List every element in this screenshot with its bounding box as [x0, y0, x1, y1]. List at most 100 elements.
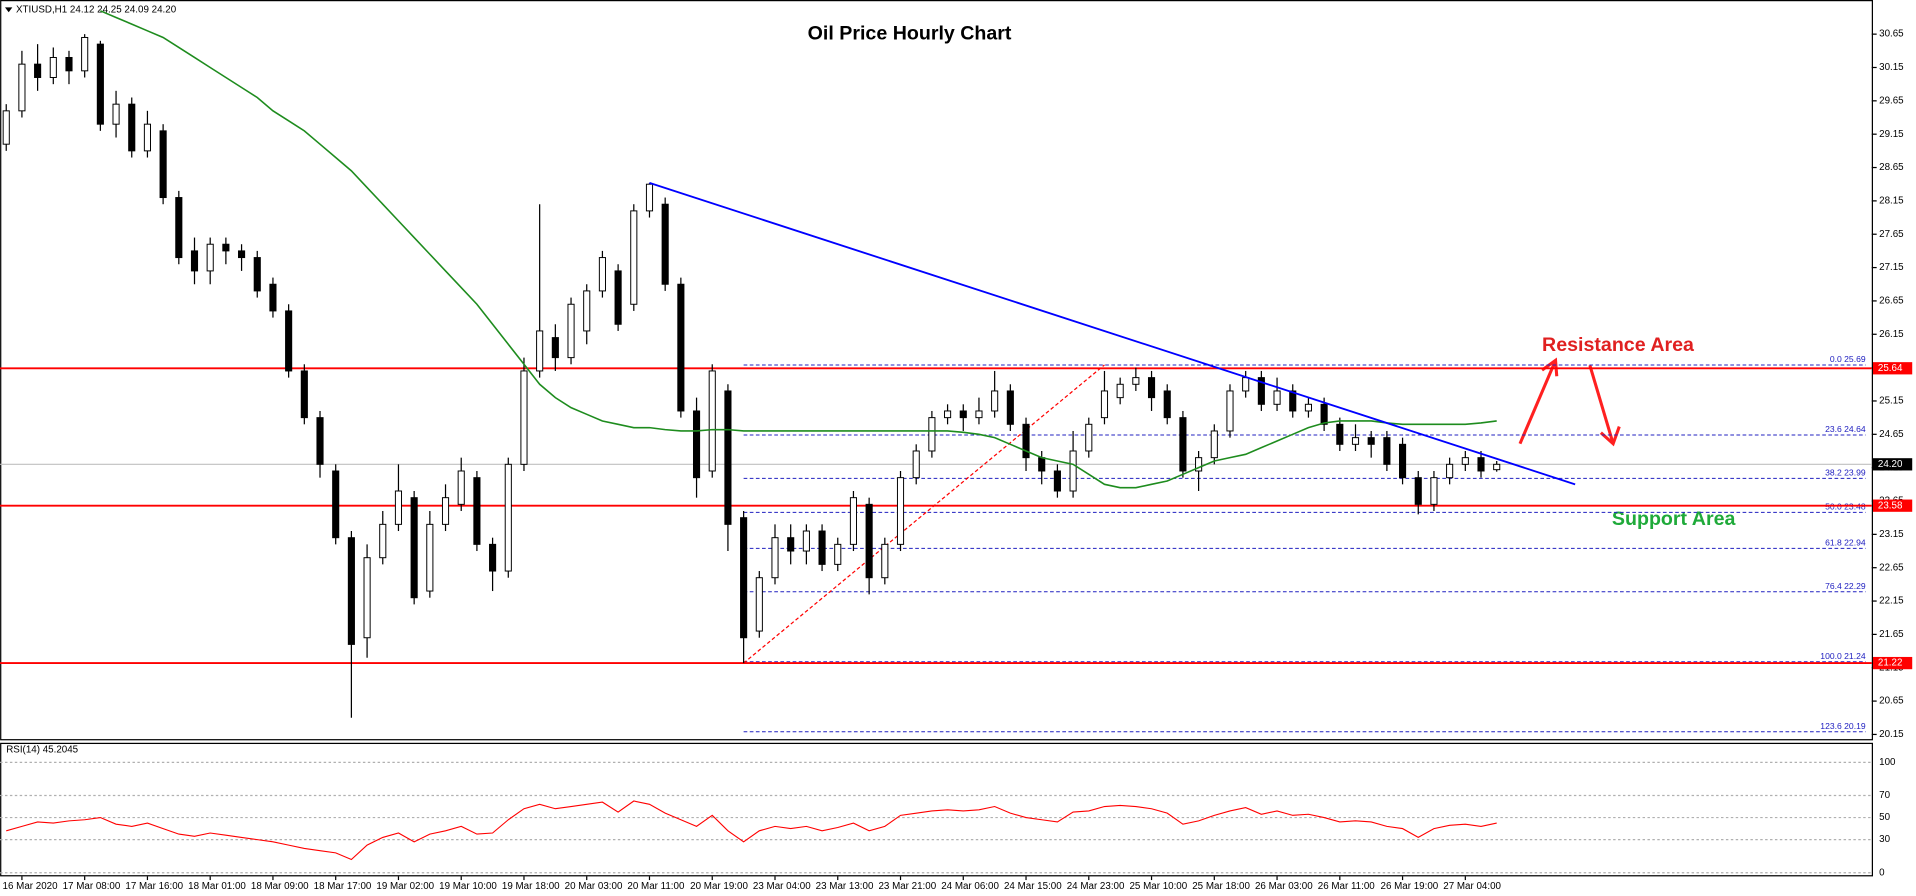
candle-body [818, 530, 826, 565]
fib-ratio: 76.4 [1825, 581, 1842, 591]
candle-body [1132, 377, 1140, 385]
x-tick-label: 27 Mar 04:00 [1443, 881, 1501, 892]
y-tick-label: 30.65 [1879, 29, 1904, 40]
fib-label: 50.0 23.48 [1825, 502, 1866, 512]
candle-body [598, 257, 606, 292]
candle-body [504, 463, 512, 572]
candle-body [896, 477, 905, 545]
candle-body [912, 450, 920, 479]
current-price-tag [1872, 458, 1913, 471]
candle-body [300, 370, 308, 419]
x-tick-label: 25 Mar 18:00 [1192, 881, 1250, 892]
candle-body [410, 497, 418, 599]
candle-body [1289, 390, 1297, 412]
candle-body [1367, 437, 1375, 445]
candle-body [944, 410, 952, 419]
candle-body [238, 250, 246, 259]
candle-body [175, 197, 183, 259]
fib-ratio: 100.0 [1820, 651, 1842, 661]
fib-ratio: 38.2 [1825, 468, 1842, 478]
y-tick-label: 26.65 [1879, 296, 1904, 307]
candle-body [630, 210, 638, 305]
y-tick-label: 23.15 [1879, 529, 1904, 540]
candle-body [473, 477, 481, 545]
candle-body [1273, 390, 1281, 405]
candle-body [787, 537, 795, 552]
fib-label: 100.0 21.24 [1820, 651, 1866, 661]
x-tick-label: 20 Mar 19:00 [690, 881, 748, 892]
x-tick-label: 19 Mar 10:00 [439, 881, 497, 892]
fib-anchor [743, 364, 1105, 664]
x-tick-label: 23 Mar 04:00 [753, 881, 811, 892]
candle-body [1038, 457, 1046, 472]
level-tag-label: 23.58 [1878, 500, 1903, 511]
x-tick-label: 25 Mar 10:00 [1129, 881, 1187, 892]
y-tick-label: 28.15 [1879, 195, 1904, 206]
candle-body [1022, 423, 1030, 459]
candle-body [1006, 390, 1014, 425]
fib-label: 0.0 25.69 [1830, 354, 1866, 364]
y-tick-label: 29.65 [1879, 95, 1904, 106]
fib-ratio: 123.6 [1820, 721, 1842, 731]
y-tick-label: 21.65 [1879, 629, 1904, 640]
candle-body [849, 497, 858, 545]
candle-body [1242, 377, 1250, 392]
x-tick-label: 17 Mar 16:00 [125, 881, 183, 892]
trendline [649, 181, 1576, 486]
candle-body [1257, 377, 1265, 405]
candle-body [1477, 457, 1485, 472]
y-tick-label: 26.15 [1879, 329, 1904, 340]
candle-body [975, 410, 983, 419]
candle-body [253, 257, 261, 292]
y-tick-label: 24.65 [1879, 429, 1904, 440]
candle-body [991, 390, 999, 412]
x-tick-label: 19 Mar 18:00 [502, 881, 560, 892]
candle-body [802, 530, 810, 552]
candle-body [692, 410, 701, 479]
level-tag-label: 25.64 [1878, 363, 1903, 374]
candle-body [1195, 457, 1203, 472]
candle-body [1446, 463, 1454, 479]
fib-ratio: 23.6 [1825, 424, 1842, 434]
y-tick-label: 30.15 [1879, 62, 1904, 73]
x-tick-label: 24 Mar 15:00 [1004, 881, 1062, 892]
candle-body [1320, 403, 1328, 425]
candle-body [1179, 417, 1187, 472]
level-tag [1872, 362, 1913, 375]
fib-price: 23.48 [1844, 502, 1866, 512]
candle-body [128, 103, 136, 152]
fib-price: 20.19 [1844, 721, 1866, 731]
candle-body [1493, 463, 1501, 471]
fib-price: 24.64 [1844, 424, 1866, 434]
candle-body [661, 203, 669, 285]
candle-body [379, 523, 387, 559]
rsi-tick-label: 30 [1879, 834, 1890, 845]
candle-body [1461, 457, 1469, 465]
candle-body [708, 370, 716, 472]
arrow-down-head [1599, 426, 1621, 447]
candle-body [316, 417, 324, 465]
fib-label: 23.6 24.64 [1825, 424, 1866, 434]
candle-body [81, 36, 89, 72]
candle-body [1351, 437, 1360, 445]
fib-ratio: 0.0 [1830, 354, 1842, 364]
candle-body [1085, 423, 1093, 452]
chart-title: Oil Price Hourly Chart [808, 23, 1012, 45]
x-tick-label: 18 Mar 09:00 [251, 881, 309, 892]
fib-price: 22.94 [1844, 538, 1866, 548]
x-tick-label: 16 Mar 2020 [3, 881, 59, 892]
x-tick-label: 18 Mar 01:00 [188, 881, 246, 892]
x-tick-label: 18 Mar 17:00 [314, 881, 372, 892]
fib-price: 22.29 [1844, 581, 1866, 591]
candle-body [2, 110, 10, 145]
header-icon [5, 7, 13, 13]
arrows [1518, 357, 1621, 447]
candle-body [1226, 390, 1234, 432]
candle-body [489, 543, 497, 572]
x-tick-label: 20 Mar 11:00 [627, 881, 685, 892]
candle-body [771, 537, 779, 579]
candle-body [1414, 477, 1422, 505]
x-tick-label: 26 Mar 19:00 [1381, 881, 1439, 892]
fib-label: 123.6 20.19 [1820, 721, 1866, 731]
candle-body [34, 63, 42, 78]
